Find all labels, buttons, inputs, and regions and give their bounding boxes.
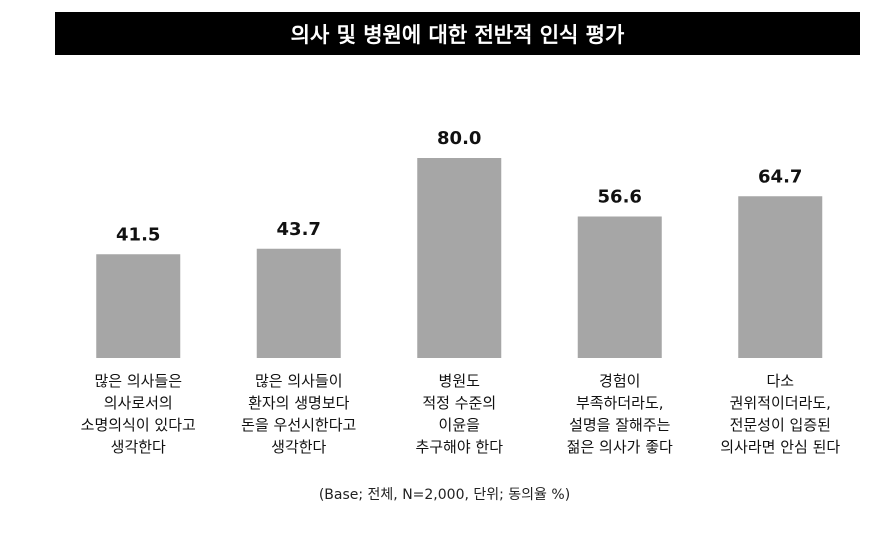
value-label: 64.7 — [758, 166, 802, 187]
bar — [96, 254, 181, 358]
bar — [577, 216, 662, 358]
chart-title: 의사 및 병원에 대한 전반적 인식 평가 — [55, 12, 860, 55]
x-tick-label: 많은 의사들은 의사로서의 소명의식이 있다고 생각한다 — [80, 372, 196, 456]
bar — [417, 158, 502, 358]
value-label: 41.5 — [116, 224, 160, 245]
x-tick-label: 많은 의사들이 환자의 생명보다 돈을 우선시한다고 생각한다 — [241, 372, 357, 456]
value-label: 43.7 — [277, 219, 321, 240]
source-note: (Base; 전체, N=2,000, 단위; 동의율 %) — [318, 487, 571, 503]
value-label: 80.0 — [437, 128, 481, 149]
bar — [738, 196, 823, 358]
x-tick-label: 다소 권위적이더라도, 전문성이 입증된 의사라면 안심 된다 — [720, 372, 841, 456]
x-tick-label: 병원도 적정 수준의 이윤을 추구해야 한다 — [415, 372, 504, 456]
x-tick-label: 경험이 부족하더라도, 설명을 잘해주는 젊은 의사가 좋다 — [566, 372, 673, 456]
bar — [256, 248, 341, 358]
value-label: 56.6 — [598, 187, 642, 208]
